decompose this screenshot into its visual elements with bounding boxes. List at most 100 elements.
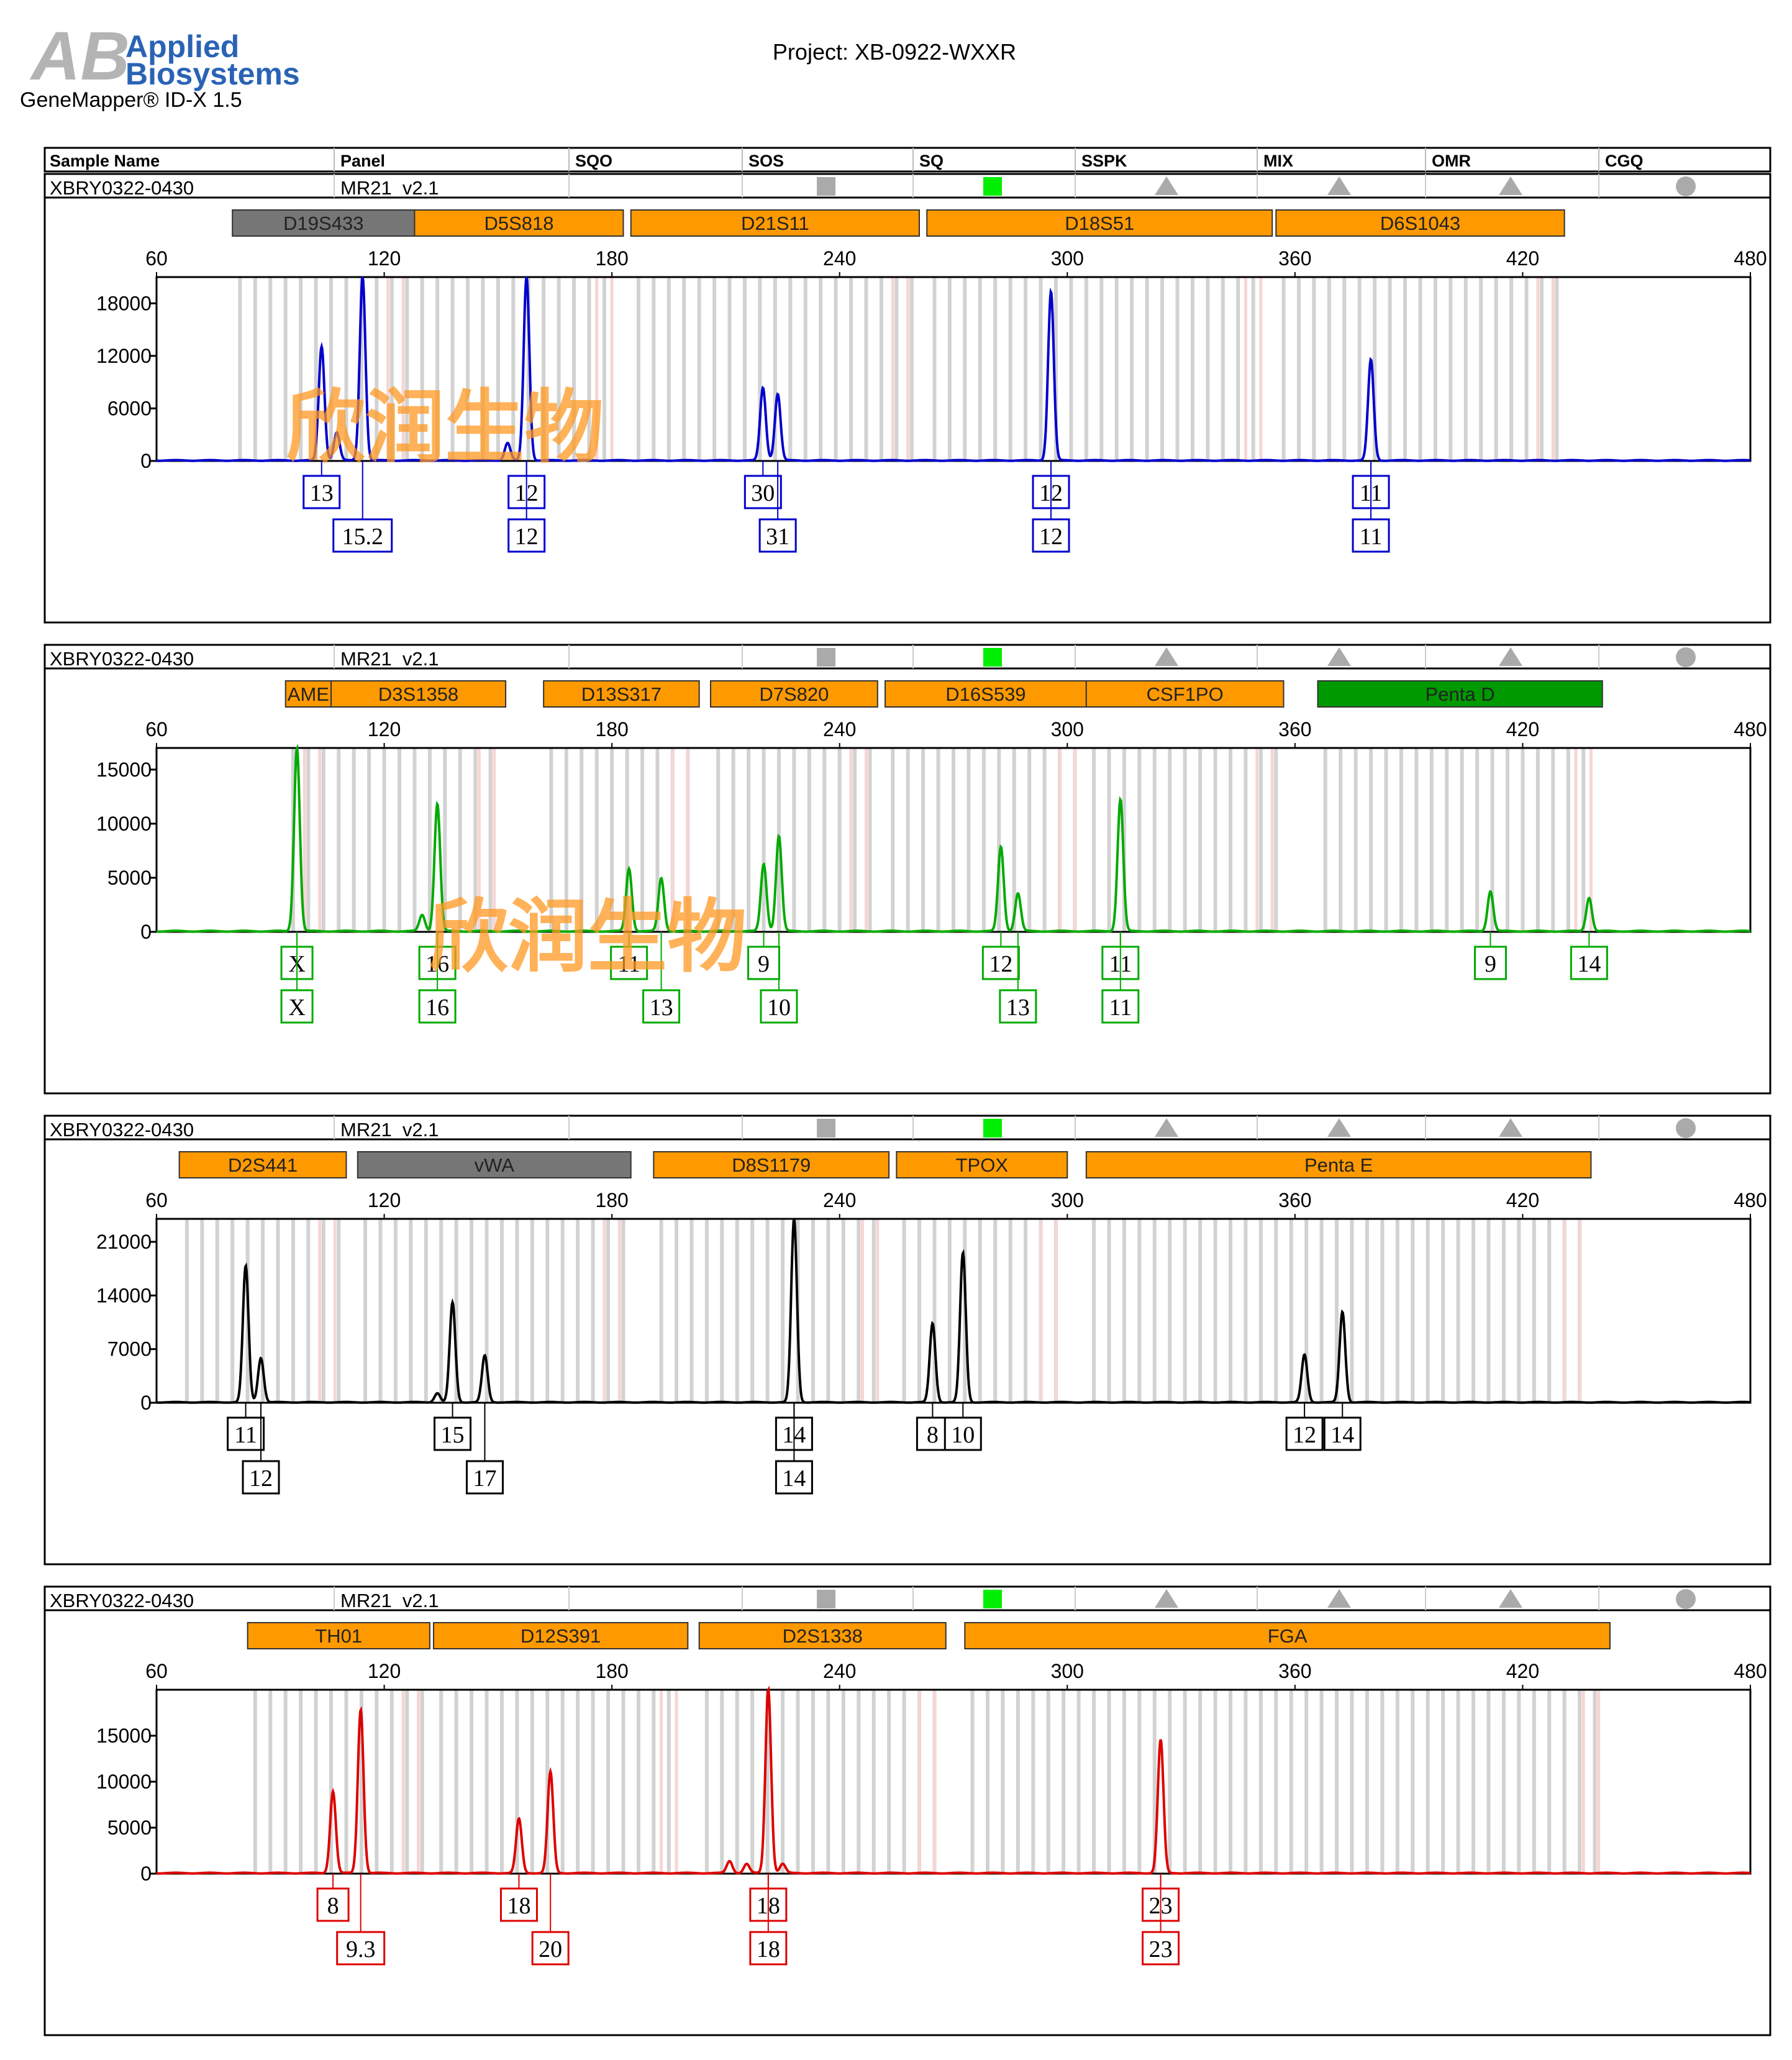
allele-call-box[interactable]: 9.3 [336,1874,386,1966]
allele-call-box[interactable]: 10 [944,1403,982,1451]
column-header-sq[interactable]: SQ [919,152,944,170]
sq-status-icon[interactable] [983,177,1002,196]
allele-call-box[interactable]: 13 [642,932,681,1024]
sq-status-icon[interactable] [983,1119,1002,1137]
sspk-status-icon[interactable] [1155,176,1178,195]
allele-call-box[interactable]: 18 [499,1874,538,1922]
allele-call-box[interactable]: 13 [999,932,1037,1024]
allele-call-box[interactable]: 23 [1142,1874,1180,1966]
x-tick-label: 360 [1278,718,1311,741]
cgq-status-icon[interactable] [1676,176,1696,196]
allele-call-box[interactable]: 14 [1570,932,1608,980]
allele-call-box[interactable]: 11 [1352,461,1390,553]
locus-tpox[interactable]: TPOX [896,1151,1068,1178]
allele-label: 13 [310,480,334,506]
allele-call-box[interactable]: 12 [1285,1403,1324,1451]
locus-d19s433[interactable]: D19S433 [232,209,416,237]
x-tick-label: 120 [368,718,401,741]
locus-d18s51[interactable]: D18S51 [926,209,1273,237]
allele-call-box[interactable]: 14 [775,1403,813,1495]
locus-penta-e[interactable]: Penta E [1085,1151,1592,1178]
mix-status-icon[interactable] [1327,647,1351,666]
allele-call-box[interactable]: 14 [1323,1403,1362,1451]
locus-th01[interactable]: TH01 [247,1622,430,1649]
allele-call-box[interactable]: 15.2 [332,461,393,553]
column-header-sspk[interactable]: SSPK [1081,152,1127,170]
sample-name[interactable]: XBRY0322-0430 [50,648,194,670]
locus-d5s818[interactable]: D5S818 [414,209,624,237]
locus-d8s1179[interactable]: D8S1179 [653,1151,890,1178]
omr-status-icon[interactable] [1499,176,1522,195]
allele-call-box[interactable]: 30 [744,461,782,509]
sspk-status-icon[interactable] [1155,1118,1178,1137]
column-header-sos[interactable]: SOS [748,152,784,170]
column-header-omr[interactable]: OMR [1432,152,1471,170]
locus-d6s1043[interactable]: D6S1043 [1275,209,1565,237]
sos-status-icon[interactable] [817,648,835,667]
locus-d16s539[interactable]: D16S539 [885,680,1087,708]
locus-csf1po[interactable]: CSF1PO [1085,680,1285,708]
column-header-mix[interactable]: MIX [1263,152,1293,170]
cgq-status-icon[interactable] [1676,1589,1696,1609]
sos-status-icon[interactable] [817,1119,835,1137]
column-header-sample-name[interactable]: Sample Name [50,152,160,170]
omr-status-icon[interactable] [1499,1118,1522,1137]
sspk-status-icon[interactable] [1155,1589,1178,1608]
column-header-sqo[interactable]: SQO [575,152,612,170]
locus-d12s391[interactable]: D12S391 [432,1622,689,1649]
locus-label: D8S1179 [732,1154,811,1176]
allele-call-box[interactable]: 18 [749,1874,788,1966]
locus-ame[interactable]: AME [284,680,332,708]
plot-area[interactable] [155,1689,1752,1875]
locus-fga[interactable]: FGA [964,1622,1611,1649]
sample-name[interactable]: XBRY0322-0430 [50,177,194,199]
allele-call-box[interactable]: 9 [1473,932,1507,980]
allele-call-box[interactable]: 13 [302,461,341,509]
report-header: AB Applied Biosystems GeneMapper® ID-X 1… [20,18,1016,112]
sq-status-icon[interactable] [983,648,1002,667]
allele-call-box[interactable]: 11 [610,932,648,980]
locus-d13s317[interactable]: D13S317 [543,680,700,708]
locus-label: D21S11 [741,212,809,234]
locus-d7s820[interactable]: D7S820 [709,680,878,708]
allele-call-box[interactable]: X [280,932,314,1024]
allele-call-box[interactable]: 12 [507,461,546,553]
cgq-status-icon[interactable] [1676,1118,1696,1138]
allele-call-box[interactable]: 10 [760,932,798,1024]
cgq-status-icon[interactable] [1676,647,1696,667]
allele-call-box[interactable]: 15 [434,1403,472,1451]
sq-status-icon[interactable] [983,1590,1002,1608]
sample-name[interactable]: XBRY0322-0430 [50,1119,194,1141]
allele-call-box[interactable]: 11 [227,1403,265,1451]
allele-call-box[interactable]: 17 [465,1403,504,1495]
allele-call-box[interactable]: 8 [316,1874,350,1922]
allele-call-box[interactable]: 12 [242,1403,280,1495]
allele-call-box[interactable]: 12 [981,932,1020,980]
sos-status-icon[interactable] [817,177,835,196]
omr-status-icon[interactable] [1499,647,1522,666]
locus-d3s1358[interactable]: D3S1358 [330,680,507,708]
sspk-status-icon[interactable] [1155,647,1178,666]
mix-status-icon[interactable] [1327,1589,1351,1608]
mix-status-icon[interactable] [1327,176,1351,195]
allele-call-box[interactable]: 20 [531,1874,570,1966]
allele-call-box[interactable]: 9 [747,932,781,980]
x-tick-label: 480 [1734,247,1767,270]
allele-call-box[interactable]: 31 [758,461,797,553]
locus-d2s1338[interactable]: D2S1338 [698,1622,947,1649]
allele-call-box[interactable]: 11 [1101,932,1140,1024]
allele-call-box[interactable]: 16 [418,932,457,1024]
allele-call-box[interactable]: 12 [1032,461,1070,553]
x-tick-label: 240 [823,718,856,741]
sos-status-icon[interactable] [817,1590,835,1608]
column-header-panel[interactable]: Panel [340,152,385,170]
sample-name[interactable]: XBRY0322-0430 [50,1590,194,1611]
omr-status-icon[interactable] [1499,1589,1522,1608]
locus-d21s11[interactable]: D21S11 [630,209,921,237]
locus-penta-d[interactable]: Penta D [1317,680,1603,708]
mix-status-icon[interactable] [1327,1118,1351,1137]
locus-d2s441[interactable]: D2S441 [178,1151,347,1178]
allele-call-box[interactable]: 8 [916,1403,949,1451]
column-header-cgq[interactable]: CGQ [1605,152,1644,170]
locus-vwa[interactable]: vWA [357,1151,632,1178]
